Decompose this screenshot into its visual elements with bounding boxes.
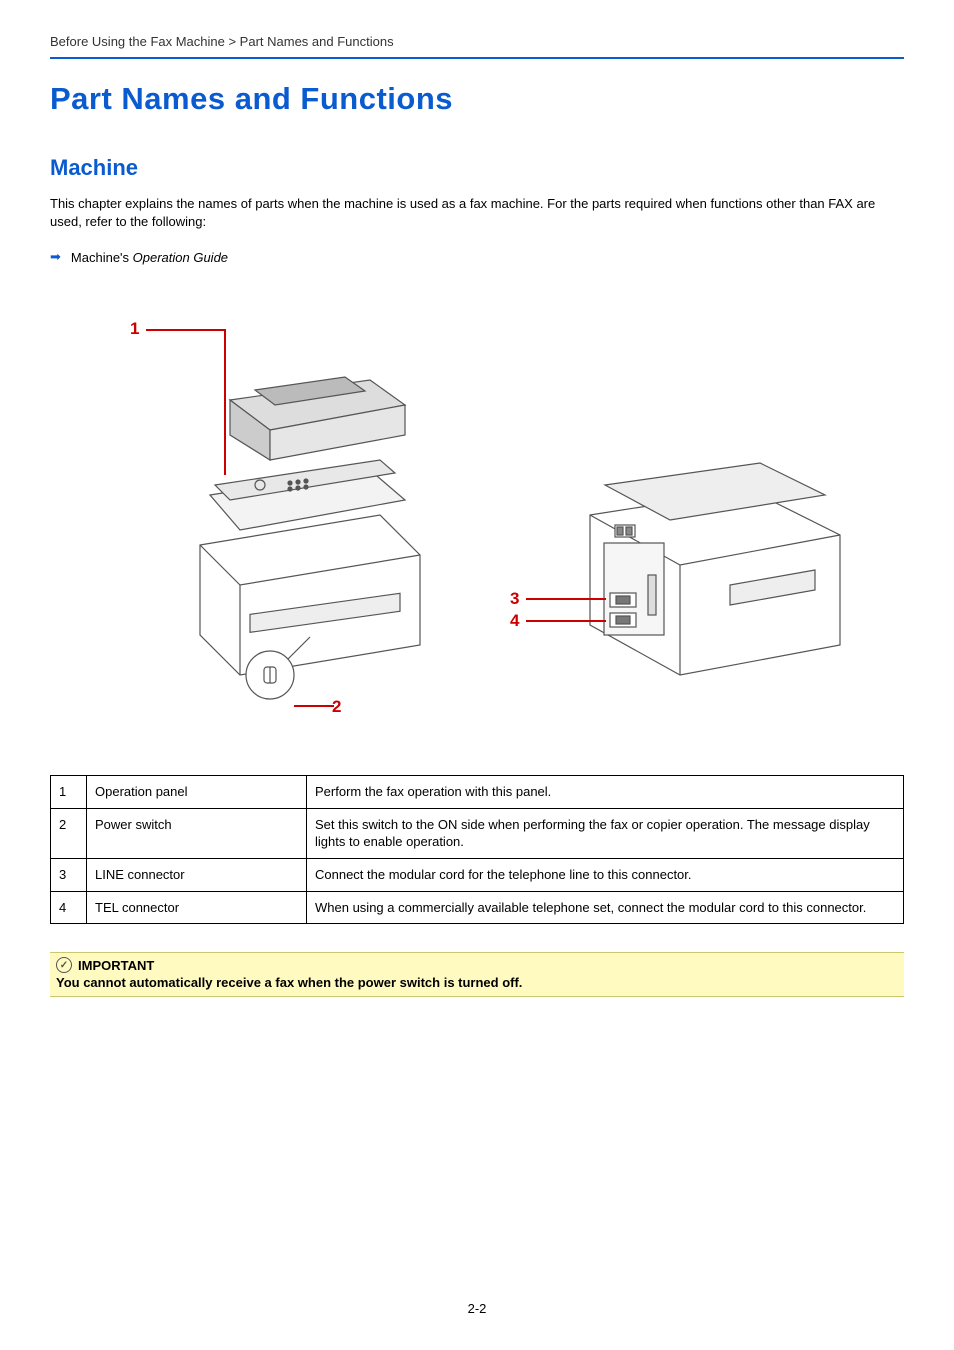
part-number: 1 — [51, 776, 87, 809]
table-row: 4 TEL connector When using a commerciall… — [51, 891, 904, 924]
part-desc: When using a commercially available tele… — [307, 891, 904, 924]
part-name: TEL connector — [87, 891, 307, 924]
callout-3-line — [526, 598, 606, 600]
machine-diagram: 1 2 3 4 — [50, 305, 904, 745]
callout-1-line-v — [224, 329, 226, 475]
part-desc: Perform the fax operation with this pane… — [307, 776, 904, 809]
callout-1-line-h — [146, 329, 226, 331]
part-name: Power switch — [87, 808, 307, 858]
callout-1: 1 — [130, 319, 139, 339]
section-subtitle: Machine — [50, 155, 904, 181]
table-row: 2 Power switch Set this switch to the ON… — [51, 808, 904, 858]
reference-prefix: Machine's — [71, 250, 133, 265]
part-desc: Connect the modular cord for the telepho… — [307, 859, 904, 892]
callout-3: 3 — [510, 589, 519, 609]
table-row: 3 LINE connector Connect the modular cor… — [51, 859, 904, 892]
callout-4-line — [526, 620, 606, 622]
parts-table: 1 Operation panel Perform the fax operat… — [50, 775, 904, 924]
callout-2: 2 — [332, 697, 341, 717]
part-name: Operation panel — [87, 776, 307, 809]
callout-2-line — [294, 705, 334, 707]
reference-text: Machine's Operation Guide — [71, 250, 228, 265]
important-text: You cannot automatically receive a fax w… — [56, 975, 898, 990]
reference-line: ➡ Machine's Operation Guide — [50, 249, 904, 265]
part-desc: Set this switch to the ON side when perf… — [307, 808, 904, 858]
printer-side-illustration — [550, 425, 870, 685]
table-row: 1 Operation panel Perform the fax operat… — [51, 776, 904, 809]
check-circle-icon: ✓ — [56, 957, 72, 973]
callout-4: 4 — [510, 611, 519, 631]
intro-paragraph: This chapter explains the names of parts… — [50, 195, 904, 231]
printer-front-illustration — [160, 345, 460, 705]
breadcrumb: Before Using the Fax Machine > Part Name… — [50, 34, 904, 59]
part-name: LINE connector — [87, 859, 307, 892]
part-number: 4 — [51, 891, 87, 924]
reference-italic: Operation Guide — [133, 250, 228, 265]
important-label: IMPORTANT — [78, 958, 154, 973]
part-number: 3 — [51, 859, 87, 892]
part-number: 2 — [51, 808, 87, 858]
page-number: 2-2 — [0, 1301, 954, 1316]
page-title: Part Names and Functions — [50, 81, 904, 117]
arrow-icon: ➡ — [50, 249, 61, 265]
important-note: ✓ IMPORTANT You cannot automatically rec… — [50, 952, 904, 997]
